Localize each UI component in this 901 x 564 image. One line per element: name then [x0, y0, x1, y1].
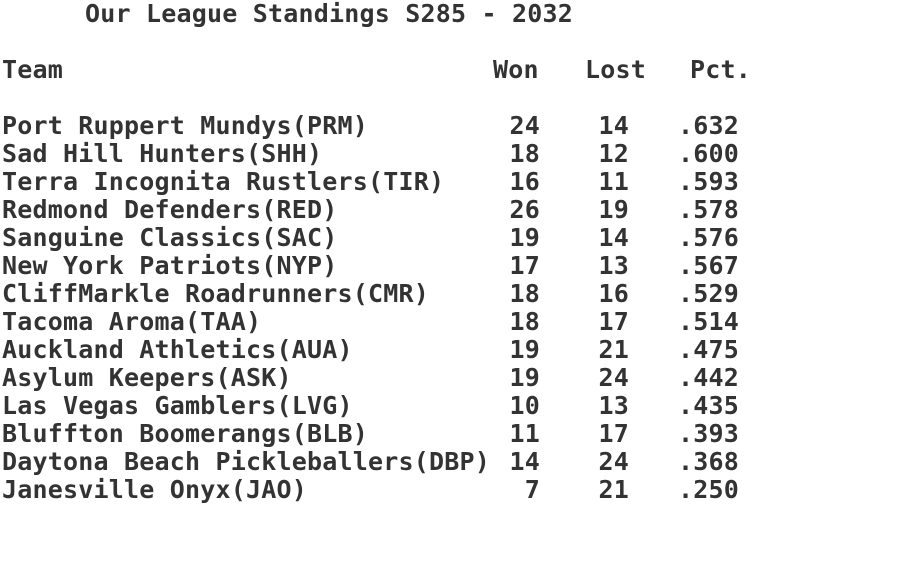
lost-value: 11: [598, 167, 629, 196]
won-value: 16: [509, 167, 540, 196]
header-lost: Lost: [585, 55, 647, 84]
pct-value: .514: [677, 307, 739, 336]
pct-value: .368: [677, 447, 739, 476]
won-value: 7: [524, 475, 540, 504]
team-name: Asylum Keepers(ASK): [2, 363, 292, 392]
lost-value: 13: [598, 391, 629, 420]
table-row: Tacoma Aroma(TAA) 18 17 .514: [0, 308, 901, 336]
pct-value: .250: [677, 475, 739, 504]
team-name: Tacoma Aroma(TAA): [2, 307, 262, 336]
won-value: 19: [509, 363, 540, 392]
lost-value: 14: [598, 111, 629, 140]
team-name: Daytona Beach Pickleballers(DBP): [2, 447, 491, 476]
pct-value: .435: [677, 391, 739, 420]
lost-value: 16: [598, 279, 629, 308]
lost-value: 21: [598, 475, 629, 504]
team-name: Port Ruppert Mundys(PRM): [2, 111, 369, 140]
pct-value: .576: [677, 223, 739, 252]
table-row: Las Vegas Gamblers(LVG) 10 13 .435: [0, 392, 901, 420]
lost-value: 17: [598, 307, 629, 336]
team-name: Terra Incognita Rustlers(TIR): [2, 167, 445, 196]
team-name: Redmond Defenders(RED): [2, 195, 338, 224]
won-value: 14: [509, 447, 540, 476]
page-title: Our League Standings S285 - 2032: [85, 0, 574, 28]
table-row: Sanguine Classics(SAC) 19 14 .576: [0, 224, 901, 252]
won-value: 26: [509, 195, 540, 224]
pct-value: .632: [677, 111, 739, 140]
pct-value: .578: [677, 195, 739, 224]
won-value: 24: [509, 111, 540, 140]
header-won: Won: [493, 55, 539, 84]
lost-value: 24: [598, 363, 629, 392]
table-row: Daytona Beach Pickleballers(DBP) 14 24 .…: [0, 448, 901, 476]
table-row: Redmond Defenders(RED) 26 19 .578: [0, 196, 901, 224]
pct-value: .393: [677, 419, 739, 448]
won-value: 18: [509, 307, 540, 336]
won-value: 18: [509, 139, 540, 168]
team-name: CliffMarkle Roadrunners(CMR): [2, 279, 430, 308]
header-pct: Pct.: [690, 55, 752, 84]
team-name: Sanguine Classics(SAC): [2, 223, 338, 252]
won-value: 18: [509, 279, 540, 308]
header-team: Team: [2, 55, 64, 84]
team-name: Sad Hill Hunters(SHH): [2, 139, 323, 168]
table-row: New York Patriots(NYP) 17 13 .567: [0, 252, 901, 280]
won-value: 19: [509, 335, 540, 364]
pct-value: .529: [677, 279, 739, 308]
table-row: Sad Hill Hunters(SHH) 18 12 .600: [0, 140, 901, 168]
won-value: 11: [509, 419, 540, 448]
pct-value: .600: [677, 139, 739, 168]
team-name: Auckland Athletics(AUA): [2, 335, 353, 364]
pct-value: .567: [677, 251, 739, 280]
lost-value: 14: [598, 223, 629, 252]
team-name: New York Patriots(NYP): [2, 251, 338, 280]
lost-value: 24: [598, 447, 629, 476]
team-name: Las Vegas Gamblers(LVG): [2, 391, 353, 420]
table-row: Auckland Athletics(AUA) 19 21 .475: [0, 336, 901, 364]
team-name: Janesville Onyx(JAO): [2, 475, 308, 504]
lost-value: 12: [598, 139, 629, 168]
table-row: Bluffton Boomerangs(BLB) 11 17 .393: [0, 420, 901, 448]
table-row: Asylum Keepers(ASK) 19 24 .442: [0, 364, 901, 392]
won-value: 17: [509, 251, 540, 280]
table-row: Janesville Onyx(JAO) 7 21 .250: [0, 476, 901, 504]
pct-value: .442: [677, 363, 739, 392]
table-row: Terra Incognita Rustlers(TIR) 16 11 .593: [0, 168, 901, 196]
lost-value: 13: [598, 251, 629, 280]
table-row: CliffMarkle Roadrunners(CMR) 18 16 .529: [0, 280, 901, 308]
lost-value: 21: [598, 335, 629, 364]
lost-value: 19: [598, 195, 629, 224]
pct-value: .475: [677, 335, 739, 364]
won-value: 19: [509, 223, 540, 252]
team-name: Bluffton Boomerangs(BLB): [2, 419, 369, 448]
won-value: 10: [509, 391, 540, 420]
lost-value: 17: [598, 419, 629, 448]
table-row: Port Ruppert Mundys(PRM) 24 14 .632: [0, 112, 901, 140]
table-header: Team Won Lost Pct.: [0, 56, 901, 84]
pct-value: .593: [677, 167, 739, 196]
